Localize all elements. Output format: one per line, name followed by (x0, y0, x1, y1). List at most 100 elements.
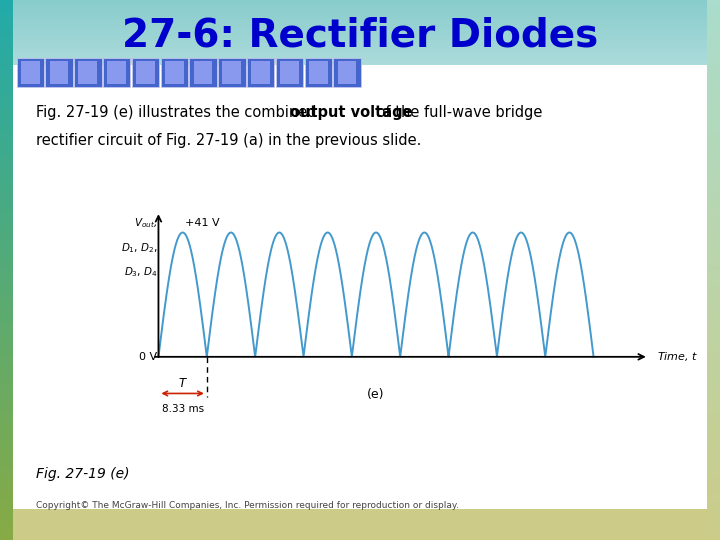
Bar (13, 16, 707, 17)
Text: of the full-wave bridge: of the full-wave bridge (372, 105, 542, 120)
Bar (707, 216, 720, 219)
Bar (707, 57, 720, 59)
Bar (707, 46, 720, 49)
Bar (0, 421, 13, 424)
Bar (707, 354, 720, 356)
Bar (0, 524, 13, 526)
Bar (707, 383, 720, 386)
Bar (707, 443, 720, 445)
Text: (e): (e) (367, 388, 384, 401)
Bar (0, 270, 13, 273)
Bar (74, 58, 102, 87)
Bar (13, 45, 707, 46)
Bar (13, 42, 707, 43)
Bar (707, 432, 720, 435)
Bar (13, 53, 707, 55)
Bar (21, 61, 40, 84)
Bar (707, 240, 720, 243)
Bar (0, 189, 13, 192)
Bar (0, 316, 13, 319)
Bar (17, 58, 44, 87)
Bar (13, 1, 707, 3)
Bar (0, 408, 13, 410)
Bar (707, 208, 720, 211)
Bar (0, 35, 13, 38)
Bar (0, 135, 13, 138)
Bar (707, 84, 720, 86)
Bar (0, 227, 13, 229)
Bar (707, 446, 720, 448)
Bar (707, 189, 720, 192)
Bar (707, 238, 720, 240)
Bar (707, 62, 720, 65)
Bar (0, 308, 13, 310)
Bar (707, 378, 720, 381)
Bar (707, 130, 720, 132)
Bar (707, 251, 720, 254)
Bar (13, 509, 707, 540)
Bar (707, 340, 720, 343)
Bar (707, 43, 720, 46)
Bar (707, 14, 720, 16)
Bar (13, 46, 707, 48)
Bar (0, 162, 13, 165)
Bar (707, 256, 720, 259)
Bar (338, 61, 356, 84)
Bar (0, 297, 13, 300)
Bar (707, 375, 720, 378)
Bar (707, 335, 720, 338)
Bar (707, 227, 720, 229)
Bar (707, 181, 720, 184)
Bar (707, 486, 720, 489)
Bar (0, 537, 13, 540)
Bar (707, 524, 720, 526)
Bar (0, 30, 13, 32)
Bar (0, 440, 13, 443)
Bar (0, 8, 13, 11)
Bar (0, 205, 13, 208)
Bar (0, 332, 13, 335)
Bar (707, 68, 720, 70)
Bar (0, 94, 13, 97)
Bar (13, 19, 707, 21)
Bar (707, 243, 720, 246)
Bar (0, 178, 13, 181)
Text: output voltage: output voltage (290, 105, 413, 120)
Bar (0, 146, 13, 148)
Bar (707, 305, 720, 308)
Bar (707, 286, 720, 289)
Bar (707, 329, 720, 332)
Bar (0, 402, 13, 405)
Bar (0, 132, 13, 135)
Bar (13, 40, 707, 42)
Bar (13, 39, 707, 40)
Bar (0, 202, 13, 205)
Bar (707, 270, 720, 273)
Bar (0, 367, 13, 370)
Bar (0, 373, 13, 375)
Bar (0, 211, 13, 213)
Bar (707, 338, 720, 340)
Bar (0, 451, 13, 454)
Bar (136, 61, 155, 84)
Bar (707, 529, 720, 532)
Bar (0, 59, 13, 62)
Bar (707, 97, 720, 100)
Bar (707, 8, 720, 11)
Bar (0, 49, 13, 51)
Bar (13, 25, 707, 26)
Bar (707, 508, 720, 510)
Bar (0, 54, 13, 57)
Bar (707, 65, 720, 68)
Bar (707, 73, 720, 76)
Bar (0, 381, 13, 383)
Bar (707, 319, 720, 321)
Bar (0, 22, 13, 24)
Bar (0, 529, 13, 532)
Bar (707, 367, 720, 370)
Bar (707, 356, 720, 359)
Bar (0, 148, 13, 151)
Bar (707, 300, 720, 302)
Bar (707, 364, 720, 367)
Bar (707, 202, 720, 205)
